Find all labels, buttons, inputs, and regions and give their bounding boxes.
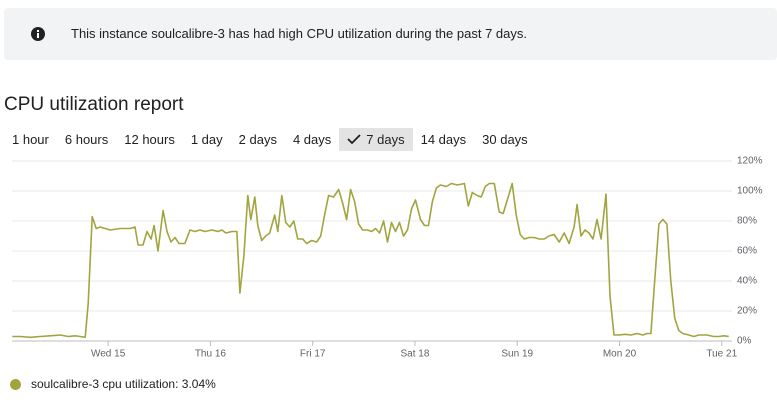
range-button[interactable]: 30 days <box>474 128 536 151</box>
report-title: CPU utilization report <box>4 94 184 115</box>
range-button[interactable]: 14 days <box>413 128 475 151</box>
legend-value: 3.04% <box>181 377 216 391</box>
x-tick-label: Thu 16 <box>195 349 227 360</box>
info-icon <box>31 27 45 41</box>
range-label: 12 hours <box>124 132 175 147</box>
y-tick-label: 60% <box>737 246 757 257</box>
range-label: 14 days <box>420 132 467 147</box>
x-tick-label: Sun 19 <box>501 349 533 360</box>
range-button[interactable]: 7 days <box>339 128 413 151</box>
range-label: 2 days <box>238 132 277 147</box>
range-label: 7 days <box>366 132 405 147</box>
range-button[interactable]: 12 hours <box>116 128 183 151</box>
x-tick-label: Mon 20 <box>603 349 637 360</box>
data-line <box>12 182 729 339</box>
range-button[interactable]: 1 day <box>183 128 231 151</box>
range-label: 1 hour <box>12 132 49 147</box>
y-tick-label: 100% <box>737 186 763 197</box>
chart: 0% 20% 40% 60% 80% 100% 120% Wed 15 Thu 16 Fri 17… <box>12 156 763 360</box>
legend-swatch <box>10 378 21 390</box>
range-label: 1 day <box>190 132 223 147</box>
range-button[interactable]: 1 hour <box>4 128 57 151</box>
banner-text: This instance soulcalibre-3 has had high… <box>71 26 527 41</box>
legend-name: soulcalibre-3 cpu utilization: <box>31 377 179 391</box>
range-button[interactable]: 6 hours <box>57 128 116 151</box>
y-tick-label: 80% <box>737 216 757 227</box>
y-tick-label: 40% <box>737 276 757 287</box>
y-tick-label: 20% <box>737 306 757 317</box>
range-selector: 1 hour 6 hours 12 hours 1 day 2 days 4 days 7 … <box>4 128 536 151</box>
x-tick-label: Tue 21 <box>706 349 737 360</box>
legend: soulcalibre-3 cpu utilization: 3.04% <box>10 377 216 391</box>
y-tick-label: 0% <box>737 336 752 347</box>
x-tick-label: Wed 15 <box>91 349 126 360</box>
x-tick-label: Sat 18 <box>400 349 429 360</box>
check-icon <box>347 134 361 145</box>
range-label: 30 days <box>482 132 528 147</box>
range-label: 4 days <box>292 132 332 147</box>
banner: This instance soulcalibre-3 has had high… <box>4 8 777 60</box>
range-button[interactable]: 2 days <box>231 128 285 151</box>
x-tick-label: Fri 17 <box>300 349 326 360</box>
y-tick-label: 120% <box>737 156 763 167</box>
range-label: 6 hours <box>64 132 109 147</box>
range-button[interactable]: 4 days <box>285 128 339 151</box>
